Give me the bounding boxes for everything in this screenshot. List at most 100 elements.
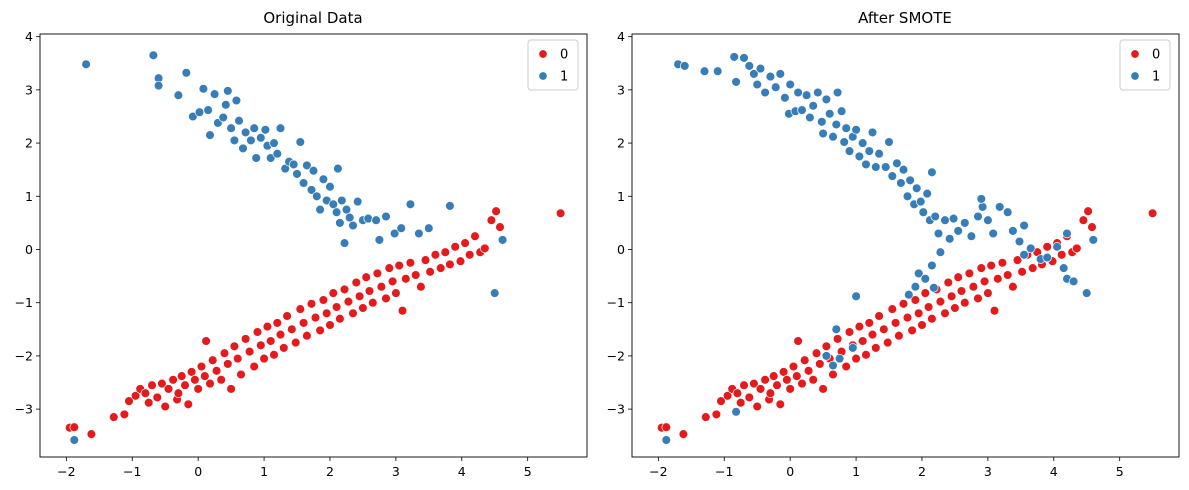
point-class-1 bbox=[221, 100, 231, 110]
point-class-0 bbox=[495, 222, 505, 232]
point-class-0 bbox=[818, 384, 828, 394]
point-class-1 bbox=[744, 61, 755, 71]
point-class-1 bbox=[348, 220, 358, 231]
point-class-0 bbox=[920, 288, 931, 298]
point-class-0 bbox=[384, 263, 395, 273]
point-class-1 bbox=[331, 207, 342, 217]
x-tick-label: 3 bbox=[984, 464, 992, 479]
point-class-0 bbox=[201, 336, 211, 346]
point-class-0 bbox=[193, 384, 203, 394]
point-class-1 bbox=[1014, 236, 1025, 247]
point-class-0 bbox=[793, 336, 803, 346]
point-class-1 bbox=[249, 123, 259, 133]
point-class-1 bbox=[352, 196, 363, 207]
x-tick-label: 4 bbox=[1050, 464, 1058, 479]
point-class-0 bbox=[782, 375, 792, 385]
legend-label-1: 1 bbox=[560, 70, 568, 85]
point-class-0 bbox=[979, 276, 990, 287]
point-class-1 bbox=[910, 281, 921, 292]
point-class-0 bbox=[480, 243, 490, 254]
point-class-1 bbox=[929, 283, 939, 293]
point-class-1 bbox=[749, 69, 759, 79]
point-class-0 bbox=[946, 291, 957, 302]
point-class-0 bbox=[440, 247, 451, 257]
point-class-0 bbox=[1056, 250, 1067, 260]
point-class-0 bbox=[968, 281, 979, 292]
point-class-0 bbox=[430, 250, 441, 260]
point-class-0 bbox=[236, 369, 246, 380]
point-class-1 bbox=[977, 202, 988, 212]
point-class-1 bbox=[731, 77, 741, 87]
point-class-0 bbox=[1087, 222, 1097, 232]
point-class-0 bbox=[808, 375, 818, 385]
point-class-0 bbox=[152, 392, 163, 403]
point-class-0 bbox=[828, 369, 838, 380]
point-class-1 bbox=[841, 123, 851, 133]
point-class-0 bbox=[768, 371, 779, 381]
point-class-0 bbox=[290, 337, 301, 348]
point-class-0 bbox=[811, 348, 822, 358]
chart-title: Original Data bbox=[263, 9, 362, 27]
point-class-1 bbox=[818, 128, 828, 139]
point-class-0 bbox=[851, 353, 861, 364]
x-tick-label: 5 bbox=[1116, 464, 1124, 479]
point-class-0 bbox=[302, 330, 312, 341]
point-class-0 bbox=[368, 297, 378, 308]
point-class-1 bbox=[994, 202, 1005, 212]
point-class-0 bbox=[310, 312, 321, 323]
point-class-0 bbox=[470, 231, 480, 241]
point-class-1 bbox=[231, 95, 242, 106]
point-class-0 bbox=[259, 353, 269, 364]
point-class-1 bbox=[1081, 288, 1092, 298]
point-class-0 bbox=[716, 396, 726, 406]
point-class-0 bbox=[1008, 281, 1018, 292]
point-class-1 bbox=[884, 137, 894, 147]
point-class-0 bbox=[752, 401, 762, 412]
point-class-0 bbox=[749, 378, 759, 389]
point-class-0 bbox=[331, 302, 342, 312]
points bbox=[64, 50, 566, 445]
point-class-0 bbox=[792, 371, 802, 381]
point-class-1 bbox=[256, 133, 266, 143]
point-class-0 bbox=[460, 238, 470, 248]
legend: 01 bbox=[1119, 39, 1171, 91]
point-class-1 bbox=[887, 171, 898, 181]
y-tick-label: 3 bbox=[25, 82, 33, 97]
x-tick-label: 2 bbox=[918, 464, 926, 479]
legend-box bbox=[527, 39, 579, 91]
point-class-1 bbox=[223, 86, 233, 96]
point-class-1 bbox=[755, 63, 766, 74]
point-class-1 bbox=[896, 178, 906, 188]
point-class-1 bbox=[265, 153, 276, 163]
point-class-0 bbox=[861, 350, 871, 360]
point-class-0 bbox=[772, 380, 782, 390]
point-class-1 bbox=[813, 87, 823, 98]
point-class-1 bbox=[298, 178, 309, 188]
point-class-1 bbox=[272, 148, 283, 159]
legend-label-1: 1 bbox=[1152, 70, 1160, 85]
point-class-0 bbox=[176, 371, 187, 381]
point-class-1 bbox=[445, 201, 455, 211]
point-class-0 bbox=[913, 308, 924, 319]
point-class-0 bbox=[435, 263, 446, 273]
point-class-1 bbox=[69, 435, 80, 445]
point-class-1 bbox=[933, 228, 944, 239]
y-tick-label: 4 bbox=[25, 29, 33, 44]
point-class-0 bbox=[381, 293, 391, 304]
point-class-0 bbox=[416, 281, 426, 292]
point-class-1 bbox=[389, 228, 400, 239]
point-class-1 bbox=[371, 215, 381, 225]
point-class-0 bbox=[405, 258, 416, 268]
y-tick-label: 0 bbox=[25, 242, 33, 257]
point-class-0 bbox=[722, 391, 733, 401]
point-class-1 bbox=[785, 79, 795, 90]
point-class-1 bbox=[260, 125, 271, 135]
point-class-0 bbox=[425, 267, 435, 277]
point-class-0 bbox=[867, 329, 878, 340]
point-class-1 bbox=[1025, 243, 1036, 254]
point-class-1 bbox=[913, 268, 924, 279]
point-class-0 bbox=[124, 396, 134, 406]
point-class-1 bbox=[780, 93, 790, 103]
x-tick-label: −1 bbox=[123, 464, 141, 479]
